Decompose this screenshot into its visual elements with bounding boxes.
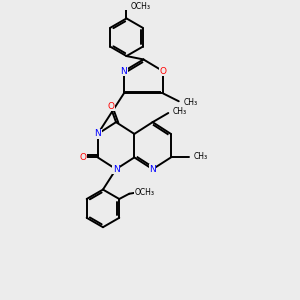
Text: N: N [94,129,101,138]
Text: O: O [80,153,87,162]
Text: O: O [160,67,167,76]
Text: N: N [149,165,156,174]
Text: N: N [113,165,119,174]
Text: O: O [107,102,114,111]
Text: OCH₃: OCH₃ [135,188,155,197]
Text: CH₃: CH₃ [173,107,187,116]
Text: OCH₃: OCH₃ [131,2,151,11]
Text: N: N [121,67,127,76]
Text: CH₃: CH₃ [183,98,198,107]
Text: CH₃: CH₃ [194,152,208,160]
